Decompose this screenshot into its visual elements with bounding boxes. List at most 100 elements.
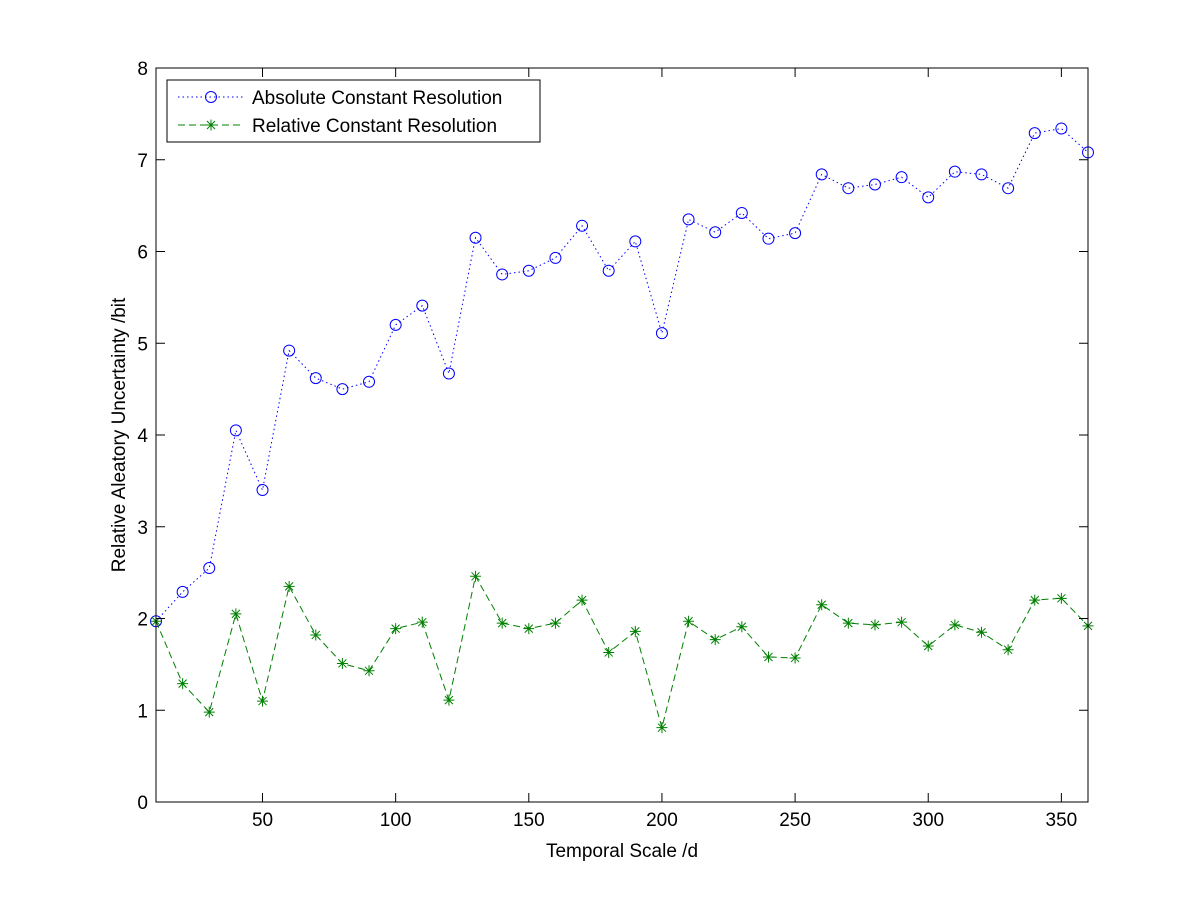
data-point bbox=[1055, 592, 1067, 604]
data-point bbox=[896, 616, 908, 628]
legend-items: Absolute Constant Resolution Relative Con… bbox=[178, 88, 502, 137]
data-point bbox=[789, 227, 802, 240]
data-point bbox=[815, 168, 828, 181]
data-point bbox=[309, 372, 322, 385]
y-axis-label: Relative Aleatory Uncertainty /bit bbox=[109, 297, 130, 572]
ticks-layer: 50 100 150 200 250 300 350 0 1 2 3 4 5 6 7 8 bbox=[137, 59, 1088, 831]
x-tick-label: 300 bbox=[912, 810, 944, 831]
x-axis-label: Temporal Scale /d bbox=[546, 841, 698, 862]
data-point bbox=[443, 694, 455, 706]
x-tick-label: 150 bbox=[513, 810, 545, 831]
data-point bbox=[869, 619, 881, 631]
legend-box bbox=[166, 79, 541, 143]
data-point bbox=[336, 383, 349, 396]
data-point bbox=[229, 424, 242, 437]
plot-area bbox=[156, 68, 1088, 802]
data-point bbox=[203, 706, 215, 718]
data-point bbox=[363, 665, 375, 677]
data-point bbox=[789, 652, 801, 664]
data-point bbox=[709, 634, 721, 646]
y-tick-label: 6 bbox=[137, 243, 148, 264]
data-point bbox=[496, 268, 509, 281]
data-point bbox=[523, 623, 535, 635]
y-tick-label: 0 bbox=[137, 793, 148, 814]
data-point bbox=[816, 599, 828, 611]
data-point bbox=[842, 617, 854, 629]
y-tick-label: 8 bbox=[137, 59, 148, 80]
data-point bbox=[842, 182, 855, 195]
data-point bbox=[629, 625, 641, 637]
data-point bbox=[683, 615, 695, 627]
data-point bbox=[549, 617, 561, 629]
legend-marker bbox=[205, 119, 217, 131]
y-tick-label: 5 bbox=[137, 334, 148, 355]
x-tick-label: 350 bbox=[1046, 810, 1078, 831]
data-point bbox=[1028, 127, 1041, 140]
data-point bbox=[868, 178, 881, 191]
x-tick-label: 250 bbox=[779, 810, 811, 831]
data-point bbox=[442, 367, 455, 380]
data-point bbox=[682, 213, 695, 226]
data-point bbox=[390, 623, 402, 635]
data-point bbox=[1029, 594, 1041, 606]
data-point bbox=[603, 646, 615, 658]
data-point bbox=[256, 484, 269, 497]
data-point bbox=[655, 327, 668, 340]
data-point bbox=[576, 594, 588, 606]
data-point bbox=[1002, 644, 1014, 656]
legend-label: Relative Constant Resolution bbox=[252, 116, 497, 137]
x-tick-label: 100 bbox=[380, 810, 412, 831]
y-tick-label: 3 bbox=[137, 518, 148, 539]
data-point bbox=[1002, 182, 1015, 195]
data-point bbox=[416, 616, 428, 628]
data-point bbox=[576, 219, 589, 232]
data-point bbox=[389, 318, 402, 331]
data-point bbox=[922, 191, 935, 204]
data-point bbox=[416, 299, 429, 312]
legend-marker bbox=[205, 91, 217, 103]
legend: Absolute Constant Resolution Relative Con… bbox=[166, 79, 541, 143]
data-point bbox=[230, 608, 242, 620]
data-point bbox=[363, 375, 376, 388]
series-layer bbox=[150, 122, 1094, 734]
data-point bbox=[949, 619, 961, 631]
y-tick-label: 7 bbox=[137, 151, 148, 172]
data-point bbox=[1055, 122, 1068, 135]
data-point bbox=[176, 585, 189, 598]
data-point bbox=[177, 678, 189, 690]
data-point bbox=[736, 621, 748, 633]
data-point bbox=[203, 562, 216, 575]
data-point bbox=[709, 226, 722, 239]
data-point bbox=[975, 168, 988, 181]
series-1 bbox=[150, 122, 1094, 628]
y-tick-label: 2 bbox=[137, 610, 148, 631]
data-point bbox=[602, 264, 615, 277]
x-tick-label: 50 bbox=[252, 810, 273, 831]
data-point bbox=[310, 629, 322, 641]
data-point bbox=[549, 251, 562, 264]
series-line bbox=[155, 128, 1089, 622]
y-tick-label: 4 bbox=[137, 426, 148, 447]
data-point bbox=[283, 344, 296, 357]
data-point bbox=[496, 617, 508, 629]
data-point bbox=[629, 235, 642, 248]
data-point bbox=[975, 626, 987, 638]
data-point bbox=[469, 231, 482, 244]
data-point bbox=[922, 640, 934, 652]
data-point bbox=[735, 206, 748, 219]
data-point bbox=[762, 232, 775, 245]
legend-label: Absolute Constant Resolution bbox=[252, 88, 502, 109]
data-point bbox=[762, 651, 774, 663]
x-tick-label: 200 bbox=[646, 810, 678, 831]
data-point bbox=[522, 264, 535, 277]
data-point bbox=[895, 171, 908, 184]
data-point bbox=[656, 722, 668, 734]
data-point bbox=[283, 580, 295, 592]
data-point bbox=[336, 657, 348, 669]
series-line bbox=[155, 574, 1089, 730]
y-tick-label: 1 bbox=[137, 701, 148, 722]
data-point bbox=[470, 570, 482, 582]
data-point bbox=[948, 165, 961, 178]
